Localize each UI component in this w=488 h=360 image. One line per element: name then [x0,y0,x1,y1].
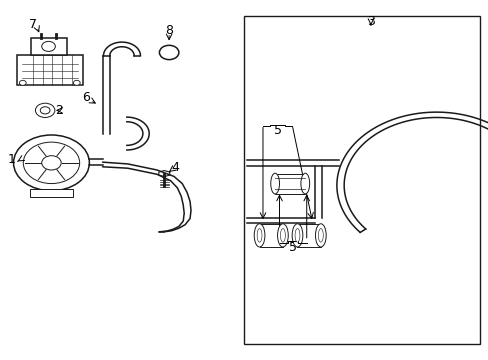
Bar [30,38,67,55]
Circle shape [40,107,50,114]
Circle shape [14,135,89,191]
Ellipse shape [294,229,299,242]
Circle shape [73,80,80,85]
Ellipse shape [270,173,279,194]
Ellipse shape [280,229,285,242]
Text: 1: 1 [8,153,16,166]
Ellipse shape [300,173,309,194]
Text: 4: 4 [171,161,179,174]
Ellipse shape [277,224,287,247]
Text: 6: 6 [82,91,90,104]
Circle shape [20,80,26,85]
Text: 2: 2 [55,104,62,117]
Circle shape [23,142,80,184]
Ellipse shape [254,224,264,247]
Text: 3: 3 [366,14,374,27]
Text: 7: 7 [29,18,37,31]
Bar [244,16,479,344]
Bar [259,224,283,247]
Circle shape [41,156,61,170]
Ellipse shape [291,224,302,247]
Circle shape [41,41,55,51]
Bar [275,174,305,194]
Circle shape [35,103,55,117]
Circle shape [159,45,179,60]
Ellipse shape [315,224,325,247]
Ellipse shape [257,229,262,242]
Text: 5: 5 [273,124,281,137]
Bar [297,224,320,247]
Bar [30,189,73,197]
Bar [17,55,82,85]
Ellipse shape [318,229,323,242]
Text: 5: 5 [288,240,297,254]
Text: 8: 8 [165,24,173,37]
